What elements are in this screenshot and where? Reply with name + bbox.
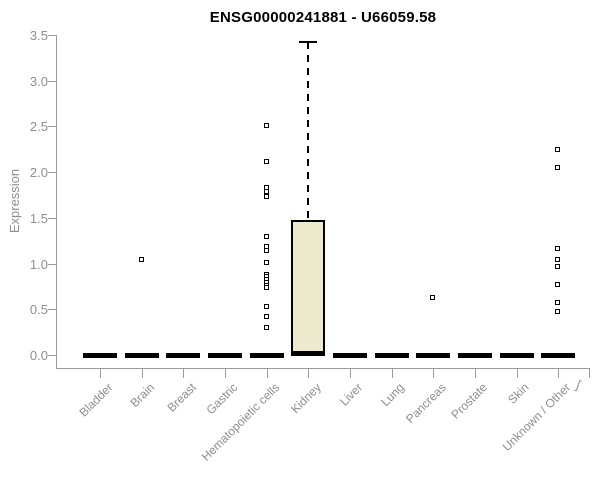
chart-title: ENSG00000241881 - U66059.58 [209, 9, 437, 26]
x-tick-label-lung: Lung [378, 380, 407, 410]
outlier-point [555, 165, 561, 171]
y-tick-mark [48, 172, 56, 174]
collapsed-box-unknown-other [541, 352, 576, 358]
outlier-point [555, 147, 561, 153]
outlier-point [555, 256, 561, 262]
outlier-point [263, 325, 269, 331]
x-tick-mark [349, 369, 351, 378]
x-tick-mark [141, 369, 143, 378]
median-line-kidney [291, 351, 326, 357]
outlier-point [263, 184, 269, 190]
y-tick-label: 2.0 [29, 165, 48, 181]
x-tick-mark [266, 369, 268, 378]
upper-whisker-cap [299, 41, 318, 44]
x-tick-mark [224, 369, 226, 378]
x-tick-label-liver: Liver [336, 380, 366, 409]
upper-whisker-kidney [307, 42, 310, 220]
collapsed-box-hematopoietic-cells [249, 352, 284, 358]
x-tick-label-pancreas: Pancreas [402, 380, 449, 427]
collapsed-box-lung [374, 352, 409, 358]
outlier-point [430, 295, 436, 301]
x-tick-mark [558, 369, 560, 378]
outlier-point [263, 159, 269, 165]
outlier-point [263, 247, 269, 253]
x-tick-label-prostate: Prostate [448, 380, 491, 422]
outlier-point [263, 285, 269, 291]
y-tick-label: 2.5 [29, 119, 48, 135]
outlier-point [138, 256, 144, 262]
y-tick-label: 3.5 [29, 28, 48, 43]
x-tick-label-brain: Brain [127, 380, 157, 411]
x-tick-mark [474, 369, 476, 378]
collapsed-box-breast [166, 352, 201, 358]
x-tick-mark [100, 369, 101, 378]
y-tick-label: 0.0 [29, 348, 48, 363]
outlier-point [263, 259, 269, 265]
x-tick-label-bladder: Bladder [76, 380, 116, 420]
x-axis-end-tick [589, 369, 590, 378]
y-tick-mark [48, 80, 56, 82]
x-tick-label-kidney: Kidney [287, 380, 324, 417]
x-tick-mark [183, 369, 185, 378]
y-tick-label: 1.0 [29, 256, 48, 272]
y-tick-mark [48, 263, 56, 265]
collapsed-box-brain [124, 352, 159, 358]
y-tick-label: 0.5 [29, 302, 48, 318]
box-kidney [291, 219, 326, 355]
y-tick-label: 1.5 [29, 210, 48, 226]
outlier-point [263, 234, 269, 240]
outlier-point [263, 303, 269, 309]
y-tick-mark [48, 35, 56, 36]
x-axis-line [56, 368, 590, 369]
x-tick-mark [391, 369, 393, 378]
outlier-point [555, 299, 561, 305]
y-tick-mark [48, 355, 56, 356]
collapsed-box-skin [499, 352, 534, 358]
x-tick-mark [308, 369, 310, 378]
outlier-point [263, 189, 269, 195]
outlier-point [555, 309, 561, 315]
outlier-point [263, 193, 269, 199]
x-tick-label-skin: Skin [505, 380, 532, 407]
collapsed-box-gastric [207, 352, 242, 358]
x-tick-mark [433, 369, 435, 378]
outlier-point [555, 264, 561, 270]
x-tick-label-hematopoietic-cells: Hematopoietic cells [198, 380, 282, 464]
collapsed-box-prostate [457, 352, 492, 358]
x-tick-label-gastric: Gastric [203, 380, 241, 418]
collapsed-box-liver [332, 352, 367, 358]
x-tick-label-breast: Breast [164, 380, 199, 415]
corner-artifact-glyph: ʃ [574, 376, 583, 393]
outlier-point [555, 281, 561, 287]
x-tick-mark [516, 369, 518, 378]
y-tick-mark [48, 126, 56, 128]
collapsed-box-pancreas [416, 352, 451, 358]
y-tick-label: 3.0 [29, 73, 48, 89]
y-tick-mark [48, 217, 56, 219]
y-tick-mark [48, 309, 56, 311]
collapsed-box-bladder [83, 352, 117, 358]
outlier-point [555, 245, 561, 251]
outlier-point [263, 123, 269, 129]
outlier-point [263, 313, 269, 319]
y-axis-line [56, 35, 57, 369]
